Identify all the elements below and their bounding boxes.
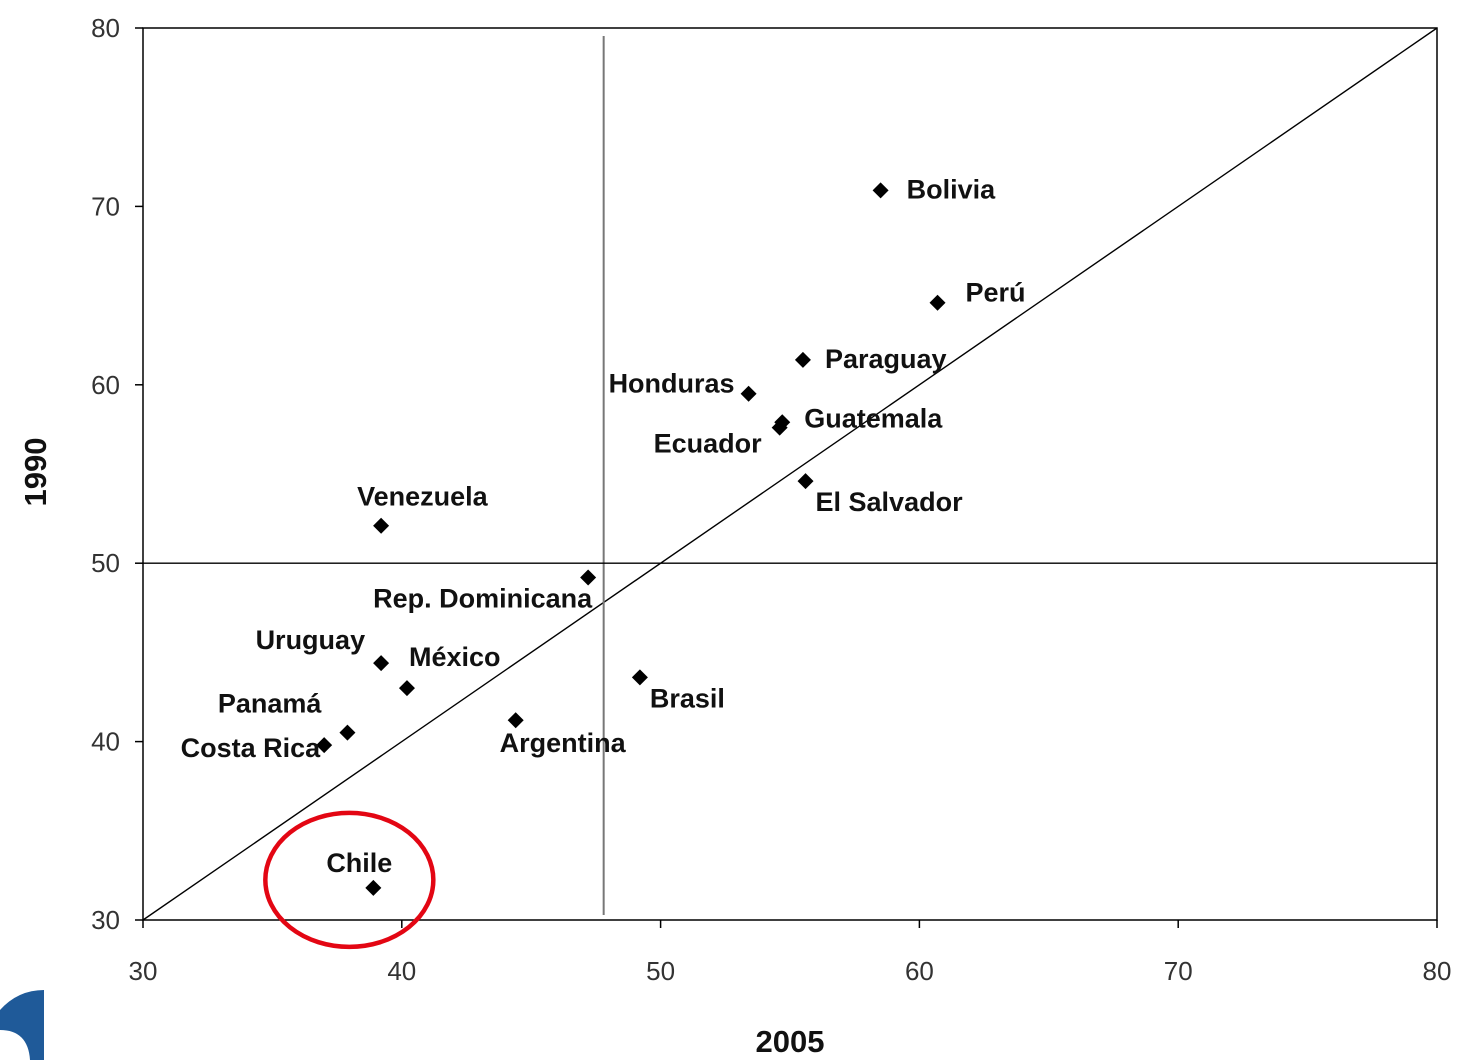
point-marker-mexico bbox=[398, 680, 415, 697]
plot-frame bbox=[142, 27, 1438, 921]
point-label-bolivia: Bolivia bbox=[907, 174, 997, 204]
diagonal-reference-line bbox=[142, 27, 1438, 921]
point-label-argentina: Argentina bbox=[500, 728, 627, 758]
logo-shape bbox=[0, 990, 44, 1060]
x-axis-title: 2005 bbox=[756, 1024, 825, 1059]
y-tick-label: 80 bbox=[91, 13, 120, 43]
point-marker-costa-rica bbox=[316, 737, 333, 754]
x-tick-label: 30 bbox=[129, 956, 158, 986]
logo-mark bbox=[0, 990, 44, 1060]
point-marker-uruguay bbox=[373, 655, 390, 672]
point-label-ecuador: Ecuador bbox=[654, 429, 763, 459]
point-marker-peru bbox=[929, 294, 946, 311]
point-label-rep-dominicana: Rep. Dominicana bbox=[373, 583, 593, 613]
x-tick-label: 70 bbox=[1164, 956, 1193, 986]
point-marker-ecuador bbox=[771, 419, 788, 436]
plot-area: 30 40 50 60 70 80 30 40 50 60 70 80 Bolivia Perú Parag… bbox=[91, 13, 1451, 986]
point-label-panama: Panamá bbox=[218, 689, 323, 719]
point-marker-argentina bbox=[507, 712, 524, 729]
point-marker-chile bbox=[365, 879, 382, 896]
x-tick-label: 40 bbox=[387, 956, 416, 986]
y-tick-label: 30 bbox=[91, 905, 120, 935]
y-tick-label: 40 bbox=[91, 727, 120, 757]
point-marker-el-salvador bbox=[797, 473, 814, 490]
point-label-el-salvador: El Salvador bbox=[816, 487, 964, 517]
point-marker-honduras bbox=[740, 385, 757, 402]
x-tick-label: 60 bbox=[905, 956, 934, 986]
x-tick-label: 50 bbox=[646, 956, 675, 986]
point-label-guatemala: Guatemala bbox=[804, 403, 943, 433]
point-label-costa-rica: Costa Rica bbox=[181, 733, 322, 763]
point-label-mexico: México bbox=[409, 642, 501, 672]
point-label-peru: Perú bbox=[966, 278, 1026, 308]
y-axis-title: 1990 bbox=[18, 438, 53, 507]
point-label-venezuela: Venezuela bbox=[357, 482, 489, 512]
point-label-paraguay: Paraguay bbox=[825, 344, 947, 374]
y-tick-label: 50 bbox=[91, 548, 120, 578]
point-label-honduras: Honduras bbox=[609, 369, 735, 399]
point-label-uruguay: Uruguay bbox=[256, 625, 366, 655]
point-marker-panama bbox=[339, 724, 356, 741]
point-label-brasil: Brasil bbox=[650, 683, 725, 713]
point-marker-bolivia bbox=[872, 182, 889, 199]
x-tick-label: 80 bbox=[1423, 956, 1452, 986]
y-tick-label: 70 bbox=[91, 191, 120, 221]
point-marker-paraguay bbox=[794, 351, 811, 368]
point-marker-rep-dominicana bbox=[580, 569, 597, 586]
point-label-chile: Chile bbox=[326, 848, 392, 878]
y-tick-label: 60 bbox=[91, 370, 120, 400]
highlight-circle bbox=[263, 810, 436, 950]
point-marker-brasil bbox=[631, 669, 648, 686]
point-marker-venezuela bbox=[373, 517, 390, 534]
